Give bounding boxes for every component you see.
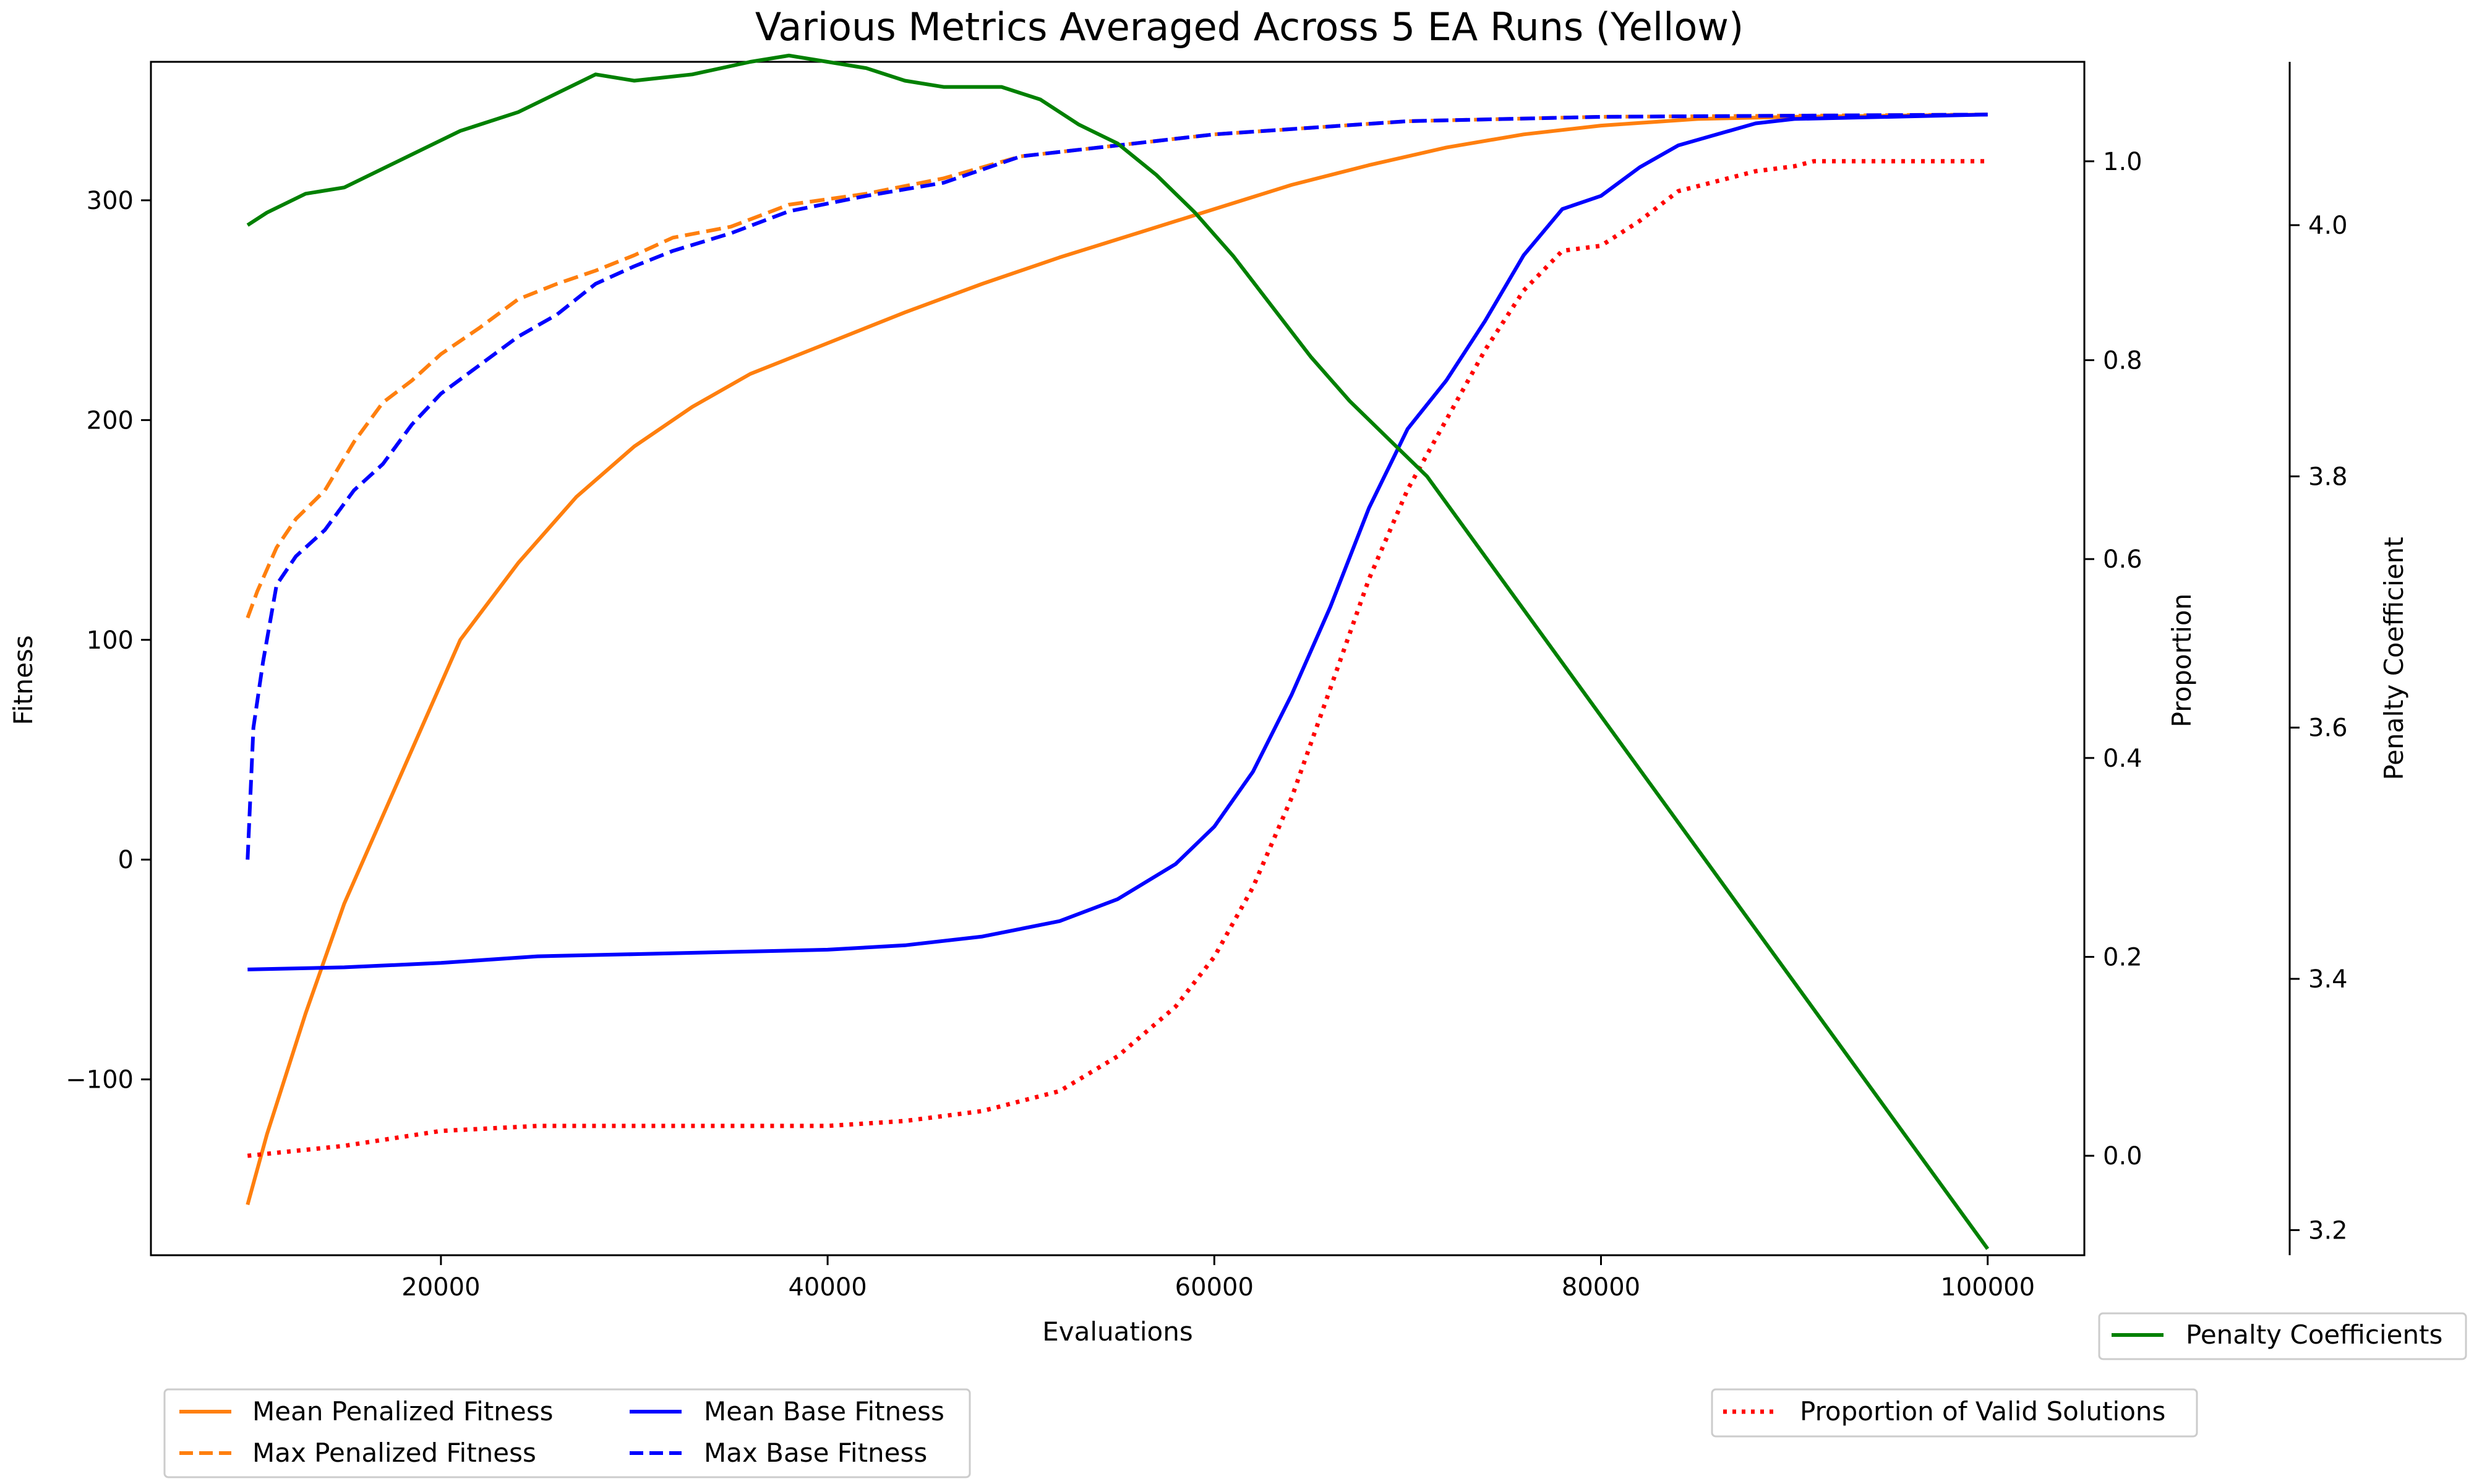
x-tick-label: 60000 [1175, 1273, 1254, 1302]
chart-title: Various Metrics Averaged Across 5 EA Run… [755, 4, 1744, 49]
legend-penalty-box [2098, 1312, 2467, 1360]
series-line-max-penalized-fitness [246, 113, 1988, 619]
legend-label-penalty-coefficients: Penalty Coefficients [2186, 1320, 2442, 1350]
x-axis-title: Evaluations [1042, 1316, 1193, 1347]
fitness-tick-label: 0 [118, 846, 134, 874]
proportion-axis-title: Proportion [2167, 594, 2197, 728]
x-tick-label: 100000 [1940, 1273, 2035, 1302]
penalty-tick-label: 3.6 [2308, 714, 2348, 743]
legend-label-mean-base-fitness: Mean Base Fitness [704, 1396, 944, 1426]
fitness-tick-label: 100 [87, 626, 134, 655]
legend-proportion: Proportion of Valid Solutions [1711, 1388, 2198, 1438]
legend-label-max-penalized-fitness: Max Penalized Fitness [252, 1438, 536, 1468]
proportion-tick-label: 0.0 [2103, 1142, 2142, 1171]
penalty-tick-label: 3.2 [2308, 1216, 2348, 1245]
x-tick-label: 20000 [401, 1273, 480, 1302]
legend-label-max-base-fitness: Max Base Fitness [704, 1438, 927, 1468]
penalty-tick-label: 4.0 [2308, 211, 2348, 240]
proportion-tick-label: 0.8 [2103, 347, 2142, 375]
proportion-tick-label: 0.6 [2103, 545, 2142, 574]
axis-ticks: 20000 40000 60000 80000 100000 −100 0 100 200 300… [66, 148, 2348, 1302]
series-line-mean-base-fitness [247, 113, 1988, 971]
legend-label-proportion-valid: Proportion of Valid Solutions [1800, 1396, 2165, 1426]
legend-proportion-box [1711, 1388, 2198, 1438]
legend-left-box [163, 1388, 971, 1478]
proportion-tick-label: 0.4 [2103, 744, 2142, 773]
series-lines [246, 53, 1990, 1250]
series-line-max-base-fitness [246, 113, 1988, 860]
penalty-tick-label: 3.4 [2308, 965, 2348, 994]
fitness-axis-title: Fitness [8, 635, 38, 725]
fitness-tick-label: 300 [87, 187, 134, 215]
legend-label-mean-penalized-fitness: Mean Penalized Fitness [252, 1396, 554, 1426]
fitness-tick-label: 200 [87, 406, 134, 435]
legend-penalty: Penalty Coefficients [2098, 1312, 2467, 1360]
proportion-tick-label: 1.0 [2103, 148, 2142, 176]
proportion-tick-label: 0.2 [2103, 944, 2142, 972]
series-line-penalty-coefficients [246, 53, 1990, 1250]
legend-left: Mean Penalized Fitness Max Penalized Fit… [163, 1388, 971, 1478]
fitness-tick-label: −100 [66, 1066, 134, 1094]
x-tick-label: 80000 [1562, 1273, 1640, 1302]
series-line-mean-penalized-fitness [246, 113, 1988, 1206]
series-line-proportion-of-valid-solutions [247, 159, 1988, 1158]
penalty-axis-title: Penalty Coefficient [2379, 537, 2409, 780]
plot-frame [150, 61, 2086, 1256]
penalty-tick-label: 3.8 [2308, 463, 2348, 491]
x-tick-label: 40000 [788, 1273, 867, 1302]
